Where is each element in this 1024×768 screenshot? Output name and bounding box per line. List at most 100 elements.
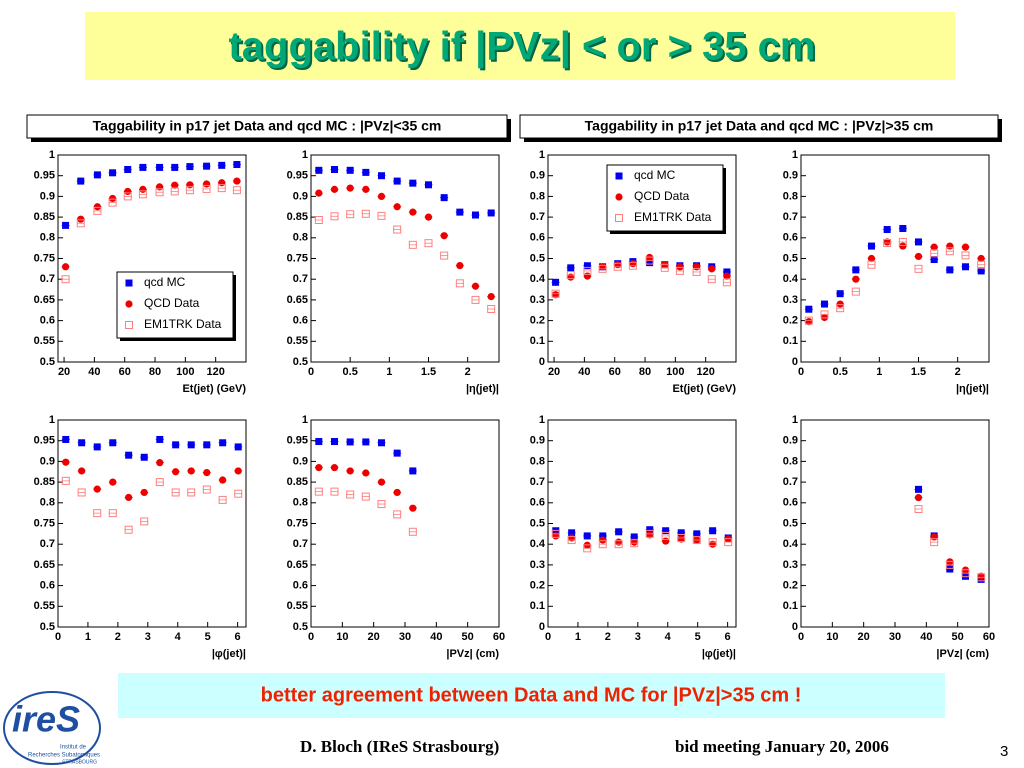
- y-tick-label: 0.5: [293, 356, 308, 368]
- data-point: [171, 181, 179, 189]
- x-tick-label: 60: [119, 366, 131, 378]
- data-point: [914, 494, 923, 502]
- data-point: [583, 272, 592, 280]
- data-point: [599, 532, 607, 540]
- data-point: [820, 310, 829, 319]
- y-tick-label: 0.7: [293, 273, 308, 285]
- data-point: [708, 538, 717, 547]
- x-tick-label: 2: [465, 366, 471, 378]
- data-point: [583, 262, 591, 270]
- y-tick-label: 0.6: [783, 497, 798, 509]
- data-point: [315, 166, 323, 174]
- data-point: [646, 526, 654, 534]
- y-tick-label: 0: [792, 621, 798, 633]
- y-tick-label: 0.75: [34, 252, 55, 264]
- y-tick-label: 1: [49, 414, 55, 426]
- y-tick-label: 0.5: [530, 517, 545, 529]
- data-point: [219, 439, 227, 447]
- data-point: [361, 492, 370, 501]
- data-point: [232, 186, 241, 195]
- data-point: [977, 572, 985, 580]
- y-tick-label: 0.6: [293, 580, 308, 592]
- data-point: [440, 194, 448, 202]
- y-tick-label: 1: [302, 149, 308, 161]
- data-point: [171, 488, 180, 497]
- data-point: [946, 242, 954, 250]
- y-tick-label: 0.55: [34, 335, 55, 347]
- data-point: [836, 304, 845, 313]
- data-point: [676, 263, 684, 271]
- data-point: [314, 215, 323, 224]
- data-point: [724, 538, 733, 547]
- data-point: [77, 215, 85, 223]
- data-point: [456, 261, 464, 270]
- data-point: [930, 533, 938, 541]
- y-tick-label: 0.85: [287, 476, 308, 488]
- data-point: [883, 238, 892, 247]
- y-tick-label: 0: [792, 356, 798, 368]
- y-tick-label: 1: [539, 149, 545, 161]
- data-point: [551, 529, 560, 538]
- x-tick-label: 10: [826, 631, 838, 643]
- y-tick-label: 0.3: [530, 559, 545, 571]
- data-point: [77, 177, 85, 185]
- data-point: [914, 505, 923, 514]
- plot-frame: [310, 154, 500, 363]
- data-point: [234, 443, 242, 451]
- data-point: [124, 187, 132, 196]
- conclusion-box: [118, 673, 945, 718]
- data-point: [930, 249, 939, 258]
- y-tick-label: 0.5: [293, 621, 308, 633]
- data-point: [156, 163, 164, 171]
- data-point: [78, 439, 86, 447]
- data-point: [155, 188, 164, 197]
- plot-frame: [57, 419, 247, 628]
- x-tick-label: 1: [85, 631, 91, 643]
- data-point: [709, 540, 717, 548]
- y-tick-label: 0.4: [530, 273, 546, 285]
- x-tick-label: 40: [430, 631, 442, 643]
- data-point: [393, 177, 401, 185]
- data-point: [409, 179, 417, 187]
- conclusion: better agreement between Data and MC for…: [261, 684, 802, 706]
- data-point: [709, 527, 717, 535]
- x-axis-label: |φ(jet)|: [702, 648, 736, 660]
- y-tick-label: 0: [539, 621, 545, 633]
- x-tick-label: 0.5: [833, 366, 848, 378]
- x-tick-label: 6: [725, 631, 731, 643]
- data-point: [61, 263, 70, 271]
- data-point: [628, 261, 637, 270]
- data-point: [331, 438, 338, 446]
- data-point: [567, 264, 575, 272]
- y-tick-label: 0.55: [34, 600, 55, 612]
- data-point: [218, 495, 227, 504]
- data-point: [424, 213, 433, 221]
- data-point: [108, 194, 117, 203]
- data-point: [915, 238, 922, 246]
- data-point: [915, 485, 922, 493]
- y-tick-label: 0.95: [287, 170, 308, 182]
- x-tick-label: 3: [145, 631, 151, 643]
- legend-swatch: [615, 172, 623, 180]
- y-tick-label: 0.2: [783, 580, 798, 592]
- legend-label: QCD Data: [634, 189, 690, 203]
- data-point: [805, 305, 813, 313]
- data-point: [692, 267, 701, 276]
- data-point: [93, 485, 101, 493]
- data-point: [171, 163, 179, 171]
- legend-label: EM1TRK Data: [634, 210, 712, 224]
- title: taggability if |PVz| < or > 35 cm: [228, 25, 815, 69]
- y-tick-label: 0.9: [783, 170, 798, 182]
- data-point: [125, 451, 133, 459]
- title-shadow: taggability if |PVz| < or > 35 cm: [230, 27, 817, 71]
- header-box: [26, 114, 508, 139]
- data-point: [961, 243, 970, 251]
- data-point: [346, 184, 354, 192]
- y-tick-label: 0.6: [783, 232, 798, 244]
- y-tick-label: 0.9: [293, 455, 308, 467]
- data-point: [946, 266, 954, 274]
- data-point: [138, 190, 147, 199]
- data-point: [614, 261, 622, 269]
- logo-caption: Institut de: [60, 745, 87, 751]
- plot-frame: [800, 154, 990, 363]
